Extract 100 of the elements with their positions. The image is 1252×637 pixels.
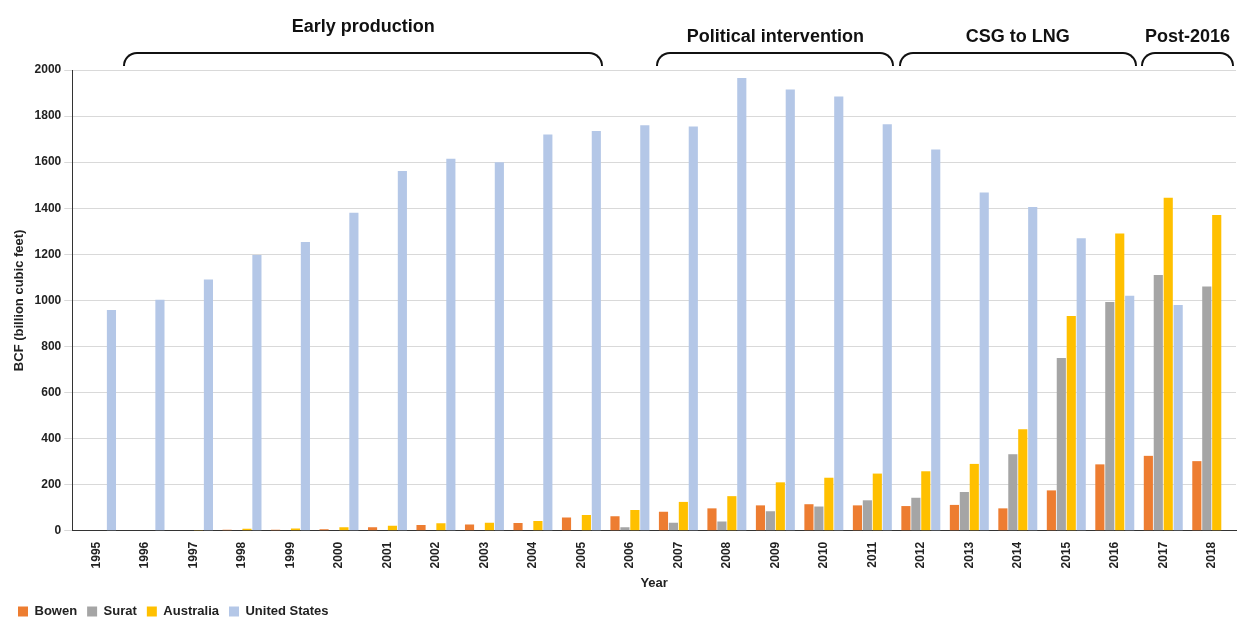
x-tick-label: 2006: [622, 541, 637, 569]
bar: [1202, 286, 1212, 531]
bar: [1018, 429, 1028, 531]
bar: [1076, 238, 1086, 531]
x-tick-label: 2005: [573, 541, 588, 569]
bar: [436, 523, 446, 531]
bar: [814, 506, 824, 531]
x-tick-label: 2010: [816, 541, 831, 569]
bar: [1056, 357, 1066, 531]
x-tick-label: 1995: [88, 541, 103, 569]
legend-label: Surat: [103, 603, 138, 619]
x-tick-label: 1996: [137, 541, 152, 569]
text: Post-2016: [1144, 26, 1231, 47]
bar: [824, 477, 834, 531]
bar: [707, 508, 717, 531]
x-axis-title: Year: [640, 574, 668, 590]
x-tick-label: 2015: [1058, 541, 1073, 569]
bar: [727, 496, 737, 531]
bar: [610, 516, 620, 531]
bar: [464, 524, 475, 531]
bar: [1125, 295, 1135, 531]
bar: [1046, 490, 1056, 531]
bar: [1173, 304, 1183, 531]
y-tick-label: 800: [41, 338, 62, 353]
bar: [979, 192, 989, 531]
bar: [252, 254, 262, 531]
x-tick-label: 2013: [961, 541, 976, 569]
bar: [872, 473, 882, 531]
y-tick-label: 0: [54, 523, 62, 538]
bar: [678, 501, 688, 531]
bar: [620, 527, 630, 531]
bar: [397, 170, 407, 531]
bar: [969, 463, 979, 531]
bar: [1066, 316, 1076, 531]
bar: [658, 511, 669, 531]
x-tick-label: 2014: [1010, 541, 1025, 569]
bar: [737, 78, 747, 531]
text: Political intervention: [686, 26, 864, 47]
legend-label: United States: [245, 603, 329, 619]
y-tick-label: 1000: [34, 292, 62, 307]
bar: [998, 508, 1008, 531]
bar: [591, 131, 601, 531]
y-tick-label: 2000: [34, 62, 62, 77]
bar: [1028, 207, 1038, 531]
bar: [901, 506, 911, 531]
bar: [446, 158, 456, 531]
bar: [1212, 215, 1222, 531]
bar: [349, 212, 359, 531]
bar: [1143, 455, 1153, 531]
bar: [911, 497, 921, 531]
y-tick-label: 600: [41, 384, 62, 399]
bar: [640, 125, 650, 531]
bar: [416, 524, 426, 531]
x-tick-label: 2007: [670, 541, 685, 569]
x-tick-label: 1998: [234, 541, 249, 569]
legend-label: Australia: [163, 603, 220, 619]
y-tick-label: 1600: [34, 154, 62, 169]
bar: [668, 522, 678, 531]
bar: [513, 523, 523, 531]
x-tick-label: 2004: [525, 541, 540, 569]
bar: [834, 96, 844, 531]
bar: [755, 505, 766, 531]
y-tick-label: 200: [41, 476, 62, 491]
bar: [630, 509, 640, 531]
bar: [862, 500, 872, 531]
bar: [494, 162, 504, 531]
x-tick-label: 2003: [476, 541, 491, 569]
bar: [339, 527, 349, 531]
x-tick-label: 2001: [379, 541, 394, 569]
x-tick-label: 2016: [1107, 541, 1122, 569]
x-tick-label: 2002: [428, 541, 443, 569]
bar: [106, 310, 117, 531]
bar: [533, 521, 543, 531]
x-tick-label: 2009: [767, 541, 782, 569]
bar: [203, 279, 213, 531]
bar: [1192, 461, 1202, 531]
bar: [1008, 454, 1018, 531]
bar: [775, 482, 785, 531]
x-tick-label: 2018: [1204, 541, 1219, 569]
text: Early production: [291, 16, 435, 37]
legend-label: Bowen: [34, 603, 78, 619]
bar: [155, 299, 165, 531]
bar: [561, 517, 572, 531]
bar: [581, 515, 591, 531]
bar: [300, 242, 310, 531]
bar: [931, 149, 941, 531]
y-tick-label: 1200: [34, 246, 62, 261]
x-tick-label: 1999: [282, 541, 297, 569]
bar: [1105, 301, 1115, 531]
bar: [1163, 197, 1173, 531]
bar: [882, 124, 892, 531]
bar: [852, 505, 863, 531]
y-tick-label: 400: [41, 430, 62, 445]
y-tick-label: 1800: [34, 108, 62, 123]
x-tick-label: 1997: [185, 541, 200, 569]
bar: [949, 504, 959, 531]
bar: [543, 134, 553, 531]
y-tick-label: 1400: [34, 200, 62, 215]
x-tick-label: 2000: [331, 541, 346, 569]
bar: [367, 527, 378, 531]
